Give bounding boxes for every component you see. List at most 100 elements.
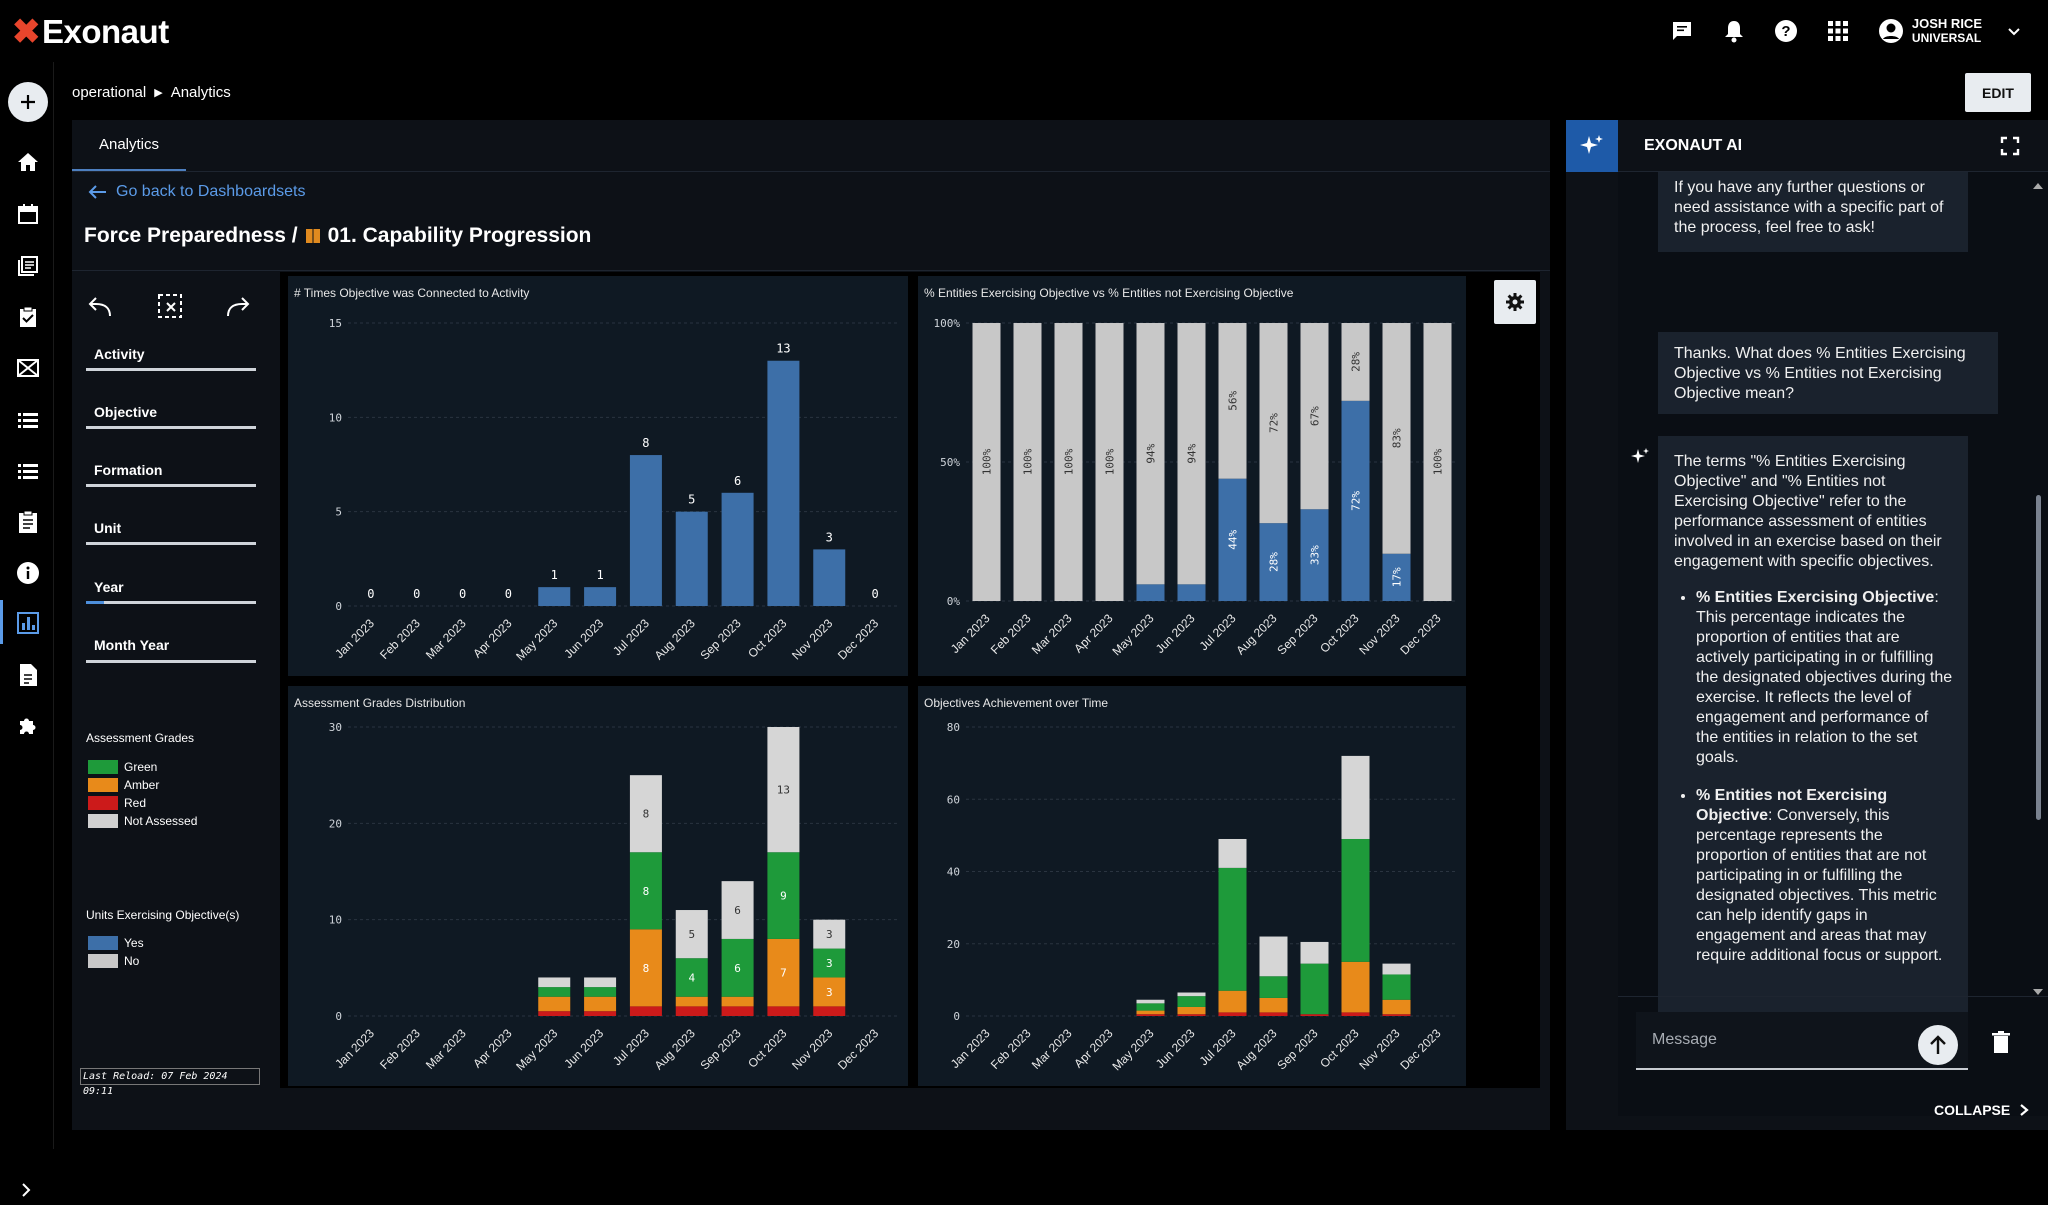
tab-analytics[interactable]: Analytics (72, 120, 186, 172)
y-tick-label: 50% (940, 456, 960, 469)
bar-segment (721, 938, 754, 997)
header-actions: ? JOSH RICE UNIVERSAL (1656, 0, 2048, 62)
edit-button[interactable]: EDIT (1965, 73, 2031, 112)
data-label: 0 (413, 587, 420, 601)
assignment-check-icon[interactable] (14, 303, 42, 331)
bar-segment (1341, 838, 1370, 962)
bell-icon[interactable] (1708, 0, 1760, 62)
extension-icon[interactable] (14, 712, 42, 740)
legend-red: Red (88, 796, 146, 810)
apps-grid-icon[interactable] (1812, 0, 1864, 62)
data-label: 0 (459, 587, 466, 601)
calendar-icon[interactable] (14, 200, 42, 228)
bar-segment (1054, 323, 1083, 601)
clear-selection-icon[interactable] (152, 288, 188, 324)
filter-formation[interactable]: Formation (94, 462, 163, 478)
y-tick-label: 0% (947, 595, 961, 608)
ai-title: EXONAUT AI (1644, 137, 1743, 154)
collapse-button[interactable]: COLLAPSE (1934, 1102, 2030, 1118)
data-label: 100% (1432, 448, 1445, 475)
left-nav-sidebar (0, 62, 54, 1197)
data-label: 28% (1268, 552, 1281, 572)
x-tick-label: Jun 2023 (1153, 611, 1198, 656)
chart-title: Objectives Achievement over Time (924, 696, 1109, 710)
ai-message-list[interactable]: If you have any further questions or nee… (1618, 172, 2048, 1116)
scroll-up-icon[interactable] (2032, 178, 2044, 196)
bar-segment (1095, 323, 1124, 601)
redo-icon[interactable] (220, 288, 256, 324)
info-icon[interactable] (14, 559, 42, 587)
trash-icon[interactable] (1990, 1030, 2014, 1054)
user-menu[interactable]: JOSH RICE UNIVERSAL (1878, 17, 2022, 45)
undo-icon[interactable] (82, 288, 118, 324)
chart-entities-exercising[interactable]: % Entities Exercising Objective vs % Ent… (918, 276, 1466, 676)
arrow-up-icon (1930, 1035, 1946, 1054)
bar-segment (538, 987, 571, 997)
help-icon[interactable]: ? (1760, 0, 1812, 62)
bar (675, 511, 708, 606)
list-icon[interactable] (14, 406, 42, 434)
bar-segment (1136, 1010, 1165, 1015)
legend-amber: Amber (88, 778, 159, 792)
back-link[interactable]: Go back to Dashboardsets (88, 183, 305, 201)
bar-segment (1259, 976, 1288, 998)
bar-segment (1177, 584, 1206, 601)
gear-icon (1506, 293, 1524, 311)
chart-title: Assessment Grades Distribution (294, 696, 466, 710)
message-input[interactable] (1636, 1012, 1968, 1070)
document-icon[interactable] (14, 661, 42, 689)
fullscreen-icon[interactable] (1998, 134, 2022, 158)
bar-segment (1177, 323, 1206, 585)
list-alt-icon[interactable] (14, 457, 42, 485)
chart-objective-connected[interactable]: # Times Objective was Connected to Activ… (288, 276, 908, 676)
settings-button[interactable] (1494, 280, 1536, 324)
y-tick-label: 40 (947, 866, 960, 879)
chart-objectives-achievement[interactable]: Objectives Achievement over Time 0 20 40 60… (918, 686, 1466, 1086)
send-button[interactable] (1918, 1025, 1958, 1065)
bar-segment (1259, 523, 1288, 601)
bar-segment (1136, 584, 1165, 601)
library-icon[interactable] (14, 252, 42, 280)
bar-segment (629, 852, 662, 930)
home-icon[interactable] (14, 148, 42, 176)
data-label: 72% (1268, 413, 1281, 433)
breadcrumb: operational ▶ Analytics (72, 84, 231, 101)
bar-segment (538, 996, 571, 1012)
chart-assessment-grades[interactable]: Assessment Grades Distribution 0 10 20 30 Ja… (288, 686, 908, 1086)
bar-segment (1136, 999, 1165, 1004)
data-label: 28% (1350, 352, 1363, 372)
sparkle-icon (1566, 120, 1618, 172)
chat-icon[interactable] (1656, 0, 1708, 62)
legend-not-assessed: Not Assessed (88, 814, 197, 828)
breadcrumb-root[interactable]: operational (72, 84, 147, 101)
exonaut-logo[interactable]: ✖ Exonaut (12, 12, 169, 52)
chart-area: # Times Objective was Connected to Activ… (280, 272, 1540, 1088)
add-icon[interactable] (8, 82, 48, 122)
bar-segment (972, 323, 1001, 601)
bar-segment (1218, 867, 1247, 991)
filter-unit[interactable]: Unit (94, 520, 122, 536)
bar-segment (1341, 961, 1370, 1013)
clipboard-icon[interactable] (14, 508, 42, 536)
back-link-label: Go back to Dashboardsets (116, 183, 306, 200)
mail-icon[interactable] (14, 354, 42, 382)
scroll-down-icon[interactable] (2032, 984, 2044, 1002)
data-label: 83% (1391, 428, 1404, 448)
filter-year[interactable]: Year (94, 579, 124, 595)
filter-objective[interactable]: Objective (94, 404, 158, 420)
bar-segment (1423, 323, 1452, 601)
filter-formation-line (86, 484, 256, 487)
scrollbar-thumb[interactable] (2036, 495, 2041, 820)
chevron-right-icon[interactable] (16, 1180, 36, 1200)
filter-month-year[interactable]: Month Year (94, 637, 170, 653)
x-tick-label: Mar 2023 (423, 1026, 469, 1072)
x-tick-label: Mar 2023 (1029, 1026, 1075, 1072)
x-tick-label: Mar 2023 (1029, 611, 1075, 657)
top-bar: ✖ Exonaut ? JOSH RICE UNIVERSAL (0, 0, 2048, 62)
bar-segment (1341, 400, 1370, 601)
bar-segment (1341, 755, 1370, 839)
account-icon (1878, 19, 1903, 43)
analytics-icon[interactable] (14, 609, 42, 637)
bar-segment (1259, 997, 1288, 1013)
filter-activity[interactable]: Activity (94, 346, 145, 362)
